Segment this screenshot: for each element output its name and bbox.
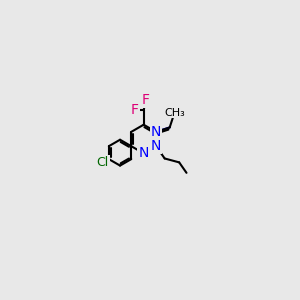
Text: CH₃: CH₃ <box>164 107 185 118</box>
Text: Cl: Cl <box>96 156 109 169</box>
Text: F: F <box>142 92 149 106</box>
Text: N: N <box>151 125 161 139</box>
Text: N: N <box>151 139 161 153</box>
Text: N: N <box>139 146 149 160</box>
Text: F: F <box>130 103 139 117</box>
